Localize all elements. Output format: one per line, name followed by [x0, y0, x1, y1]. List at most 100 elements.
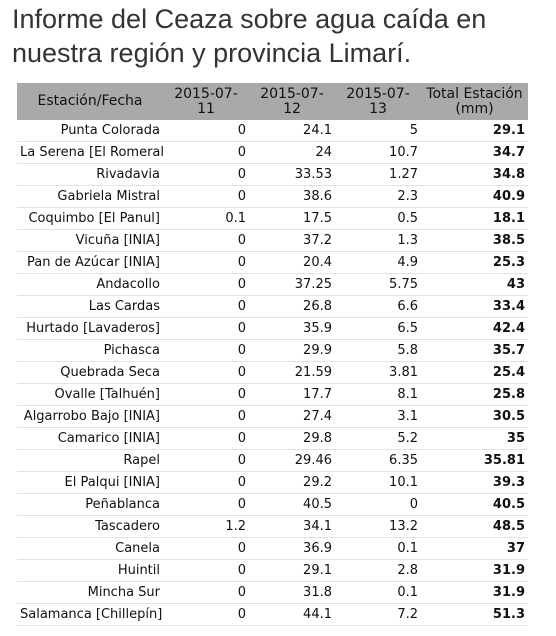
- value-cell: 0: [163, 317, 249, 340]
- total-cell: 30.5: [421, 405, 528, 428]
- table-row: Rapel 0 29.46 6.35 35.81: [17, 449, 528, 472]
- table-row: Andacollo 0 37.25 5.75 43: [17, 273, 528, 296]
- value-cell: 8.1: [335, 383, 421, 406]
- station-cell: Mincha Sur: [17, 581, 163, 604]
- value-cell: 33.53: [249, 163, 335, 186]
- value-cell: 34.1: [249, 515, 335, 538]
- value-cell: 0.1: [335, 581, 421, 604]
- table-row: Camarico [INIA] 0 29.8 5.2 35: [17, 427, 528, 450]
- header-row: Estación/Fecha 2015-07-11 2015-07-12 2015-0…: [17, 83, 528, 120]
- value-cell: 40.5: [249, 493, 335, 516]
- value-cell: 3.1: [335, 405, 421, 428]
- total-cell: 33.4: [421, 295, 528, 318]
- total-cell: 35.81: [421, 449, 528, 472]
- value-cell: 0: [163, 493, 249, 516]
- value-cell: 0: [163, 559, 249, 582]
- header-cell: 2015-07-12: [249, 83, 335, 120]
- value-cell: 6.6: [335, 295, 421, 318]
- value-cell: 1.3: [335, 229, 421, 252]
- value-cell: 37.25: [249, 273, 335, 296]
- title: Informe del Ceaza sobre agua caída en nu…: [12, 4, 487, 68]
- total-cell: 40.5: [421, 493, 528, 516]
- station-cell: Quebrada Seca: [17, 361, 163, 384]
- total-cell: 34.7: [421, 141, 528, 164]
- value-cell: 7.2: [335, 603, 421, 626]
- table-row: Quebrada Seca 0 21.59 3.81 25.4: [17, 361, 528, 384]
- rain-table: Estación/Fecha 2015-07-11 2015-07-12 2015-0…: [17, 83, 528, 626]
- value-cell: 0: [163, 229, 249, 252]
- value-cell: 21.59: [249, 361, 335, 384]
- value-cell: 29.46: [249, 449, 335, 472]
- value-cell: 0: [163, 581, 249, 604]
- table-row: La Serena [El Romeral] 0 24 10.7 34.7: [17, 141, 528, 164]
- table-row: Vicuña [INIA] 0 37.2 1.3 38.5: [17, 229, 528, 252]
- station-cell: Rivadavia: [17, 163, 163, 186]
- value-cell: 13.2: [335, 515, 421, 538]
- value-cell: 0: [163, 339, 249, 362]
- station-cell: Coquimbo [El Panul]: [17, 207, 163, 230]
- value-cell: 10.7: [335, 141, 421, 164]
- value-cell: 0: [163, 383, 249, 406]
- value-cell: 36.9: [249, 537, 335, 560]
- table-row: Algarrobo Bajo [INIA] 0 27.4 3.1 30.5: [17, 405, 528, 428]
- table-row: Punta Colorada 0 24.1 5 29.1: [17, 120, 528, 142]
- station-cell: Peñablanca: [17, 493, 163, 516]
- total-cell: 38.5: [421, 229, 528, 252]
- total-cell: 34.8: [421, 163, 528, 186]
- table-row: Tascadero 1.2 34.1 13.2 48.5: [17, 515, 528, 538]
- value-cell: 38.6: [249, 185, 335, 208]
- value-cell: 10.1: [335, 471, 421, 494]
- value-cell: 17.7: [249, 383, 335, 406]
- value-cell: 0: [163, 427, 249, 450]
- value-cell: 1.27: [335, 163, 421, 186]
- value-cell: 1.2: [163, 515, 249, 538]
- station-cell: Las Cardas: [17, 295, 163, 318]
- station-cell: El Palqui [INIA]: [17, 471, 163, 494]
- total-cell: 39.3: [421, 471, 528, 494]
- total-cell: 25.4: [421, 361, 528, 384]
- total-cell: 18.1: [421, 207, 528, 230]
- value-cell: 0: [163, 537, 249, 560]
- value-cell: 0: [335, 493, 421, 516]
- value-cell: 0: [163, 405, 249, 428]
- value-cell: 6.5: [335, 317, 421, 340]
- station-cell: Hurtado [Lavaderos]: [17, 317, 163, 340]
- total-cell: 43: [421, 273, 528, 296]
- total-cell: 37: [421, 537, 528, 560]
- table-row: Pan de Azúcar [INIA] 0 20.4 4.9 25.3: [17, 251, 528, 274]
- table-row: Peñablanca 0 40.5 0 40.5: [17, 493, 528, 516]
- station-cell: Pichasca: [17, 339, 163, 362]
- value-cell: 6.35: [335, 449, 421, 472]
- value-cell: 27.4: [249, 405, 335, 428]
- station-cell: Camarico [INIA]: [17, 427, 163, 450]
- header-cell: 2015-07-13: [335, 83, 421, 120]
- station-cell: Vicuña [INIA]: [17, 229, 163, 252]
- value-cell: 24.1: [249, 120, 335, 142]
- value-cell: 5.8: [335, 339, 421, 362]
- total-cell: 40.9: [421, 185, 528, 208]
- value-cell: 0: [163, 295, 249, 318]
- total-cell: 42.4: [421, 317, 528, 340]
- value-cell: 5.2: [335, 427, 421, 450]
- table-row: Canela 0 36.9 0.1 37: [17, 537, 528, 560]
- table-row: Gabriela Mistral 0 38.6 2.3 40.9: [17, 185, 528, 208]
- value-cell: 0: [163, 471, 249, 494]
- value-cell: 5.75: [335, 273, 421, 296]
- table-row: Pichasca 0 29.9 5.8 35.7: [17, 339, 528, 362]
- value-cell: 29.8: [249, 427, 335, 450]
- station-cell: La Serena [El Romeral]: [17, 141, 163, 164]
- total-cell: 25.8: [421, 383, 528, 406]
- value-cell: 0: [163, 251, 249, 274]
- table-row: Rivadavia 0 33.53 1.27 34.8: [17, 163, 528, 186]
- value-cell: 3.81: [335, 361, 421, 384]
- header-cell: 2015-07-11: [163, 83, 249, 120]
- table-row: Huintil 0 29.1 2.8 31.9: [17, 559, 528, 582]
- value-cell: 0: [163, 163, 249, 186]
- value-cell: 0.5: [335, 207, 421, 230]
- value-cell: 4.9: [335, 251, 421, 274]
- station-cell: Algarrobo Bajo [INIA]: [17, 405, 163, 428]
- value-cell: 29.1: [249, 559, 335, 582]
- value-cell: 44.1: [249, 603, 335, 626]
- value-cell: 2.8: [335, 559, 421, 582]
